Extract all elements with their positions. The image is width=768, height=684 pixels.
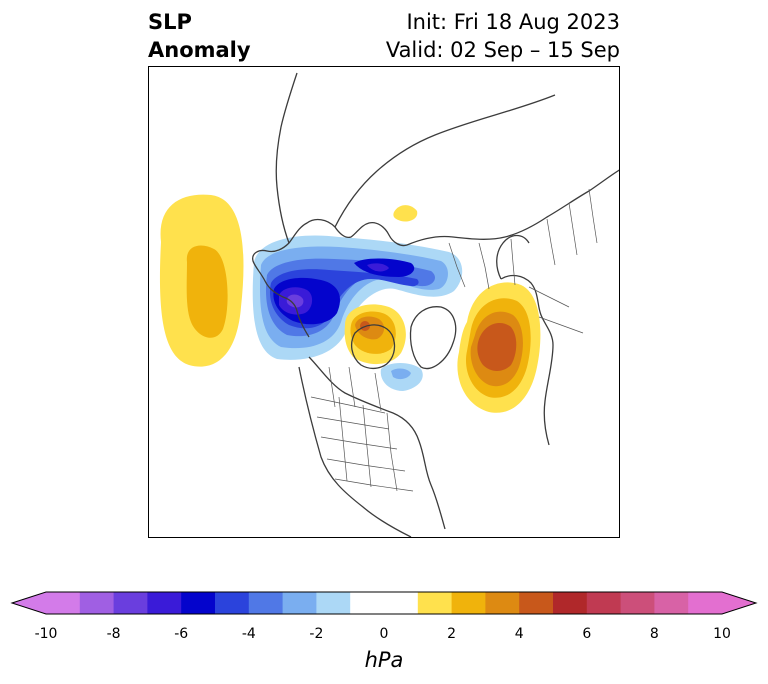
colorbar-bin: [79, 592, 115, 614]
colorbar-bin: [688, 592, 723, 614]
colorbar-bin: [485, 592, 520, 614]
colorbar-unit: hPa: [364, 648, 404, 672]
colorbar-bins: [46, 592, 723, 614]
colorbar-tick-label: 8: [649, 626, 659, 642]
colorbar-bin: [248, 592, 284, 614]
colorbar-bin: [215, 592, 250, 614]
colorbar-tick-label: -4: [241, 626, 256, 642]
labrador-low-anomaly: [380, 363, 423, 391]
canada-low-anomaly: [252, 235, 463, 360]
colorbar-tick-label: 6: [582, 626, 592, 642]
colorbar-bin: [620, 592, 655, 614]
anomaly-map: [159, 72, 619, 537]
title-left: SLP Anomaly: [148, 8, 251, 64]
title-right: Init: Fri 18 Aug 2023 Valid: 02 Sep – 15…: [386, 8, 620, 64]
colorbar-tick-label: -6: [174, 626, 189, 642]
colorbar-bin: [147, 592, 182, 614]
colorbar-bin: [181, 592, 216, 614]
colorbar-tick-label: 0: [379, 626, 389, 642]
title-variable-type: Anomaly: [148, 38, 251, 62]
colorbar-bin: [316, 592, 351, 614]
valid-range: Valid: 02 Sep – 15 Sep: [385, 38, 620, 62]
init-date: Init: Fri 18 Aug 2023: [406, 10, 620, 34]
colorbar-extend-over: [722, 592, 756, 614]
colorbar-bin: [451, 592, 486, 614]
coastlines: [252, 72, 619, 537]
colorbar-tick-label: -10: [34, 626, 58, 642]
colorbar-tick-label: -2: [309, 626, 324, 642]
colorbar-bin: [654, 592, 689, 614]
colorbar-bin: [282, 592, 317, 614]
pacific-high-anomaly: [159, 194, 244, 367]
map-panel: [148, 66, 620, 538]
colorbar-outline: [10, 591, 758, 615]
colorbar-bin: [46, 592, 81, 614]
colorbar-bin: [586, 592, 622, 614]
colorbar-extend-under: [12, 592, 46, 614]
colorbar-bin: [553, 592, 588, 614]
colorbar-tick-label: 4: [514, 626, 524, 642]
colorbar: [10, 591, 758, 615]
colorbar-bin: [417, 592, 453, 614]
siberia-high-anomaly: [393, 205, 418, 222]
colorbar-bin: [113, 592, 148, 614]
colorbar-tick-label: 10: [713, 626, 731, 642]
colorbar-tick-label: -8: [106, 626, 121, 642]
title-variable: SLP: [148, 10, 192, 34]
colorbar-bin: [519, 592, 554, 614]
colorbar-tick-label: 2: [447, 626, 457, 642]
political-borders: [310, 188, 598, 492]
colorbar-bin: [350, 592, 419, 614]
atlantic-high-anomaly: [457, 282, 541, 413]
